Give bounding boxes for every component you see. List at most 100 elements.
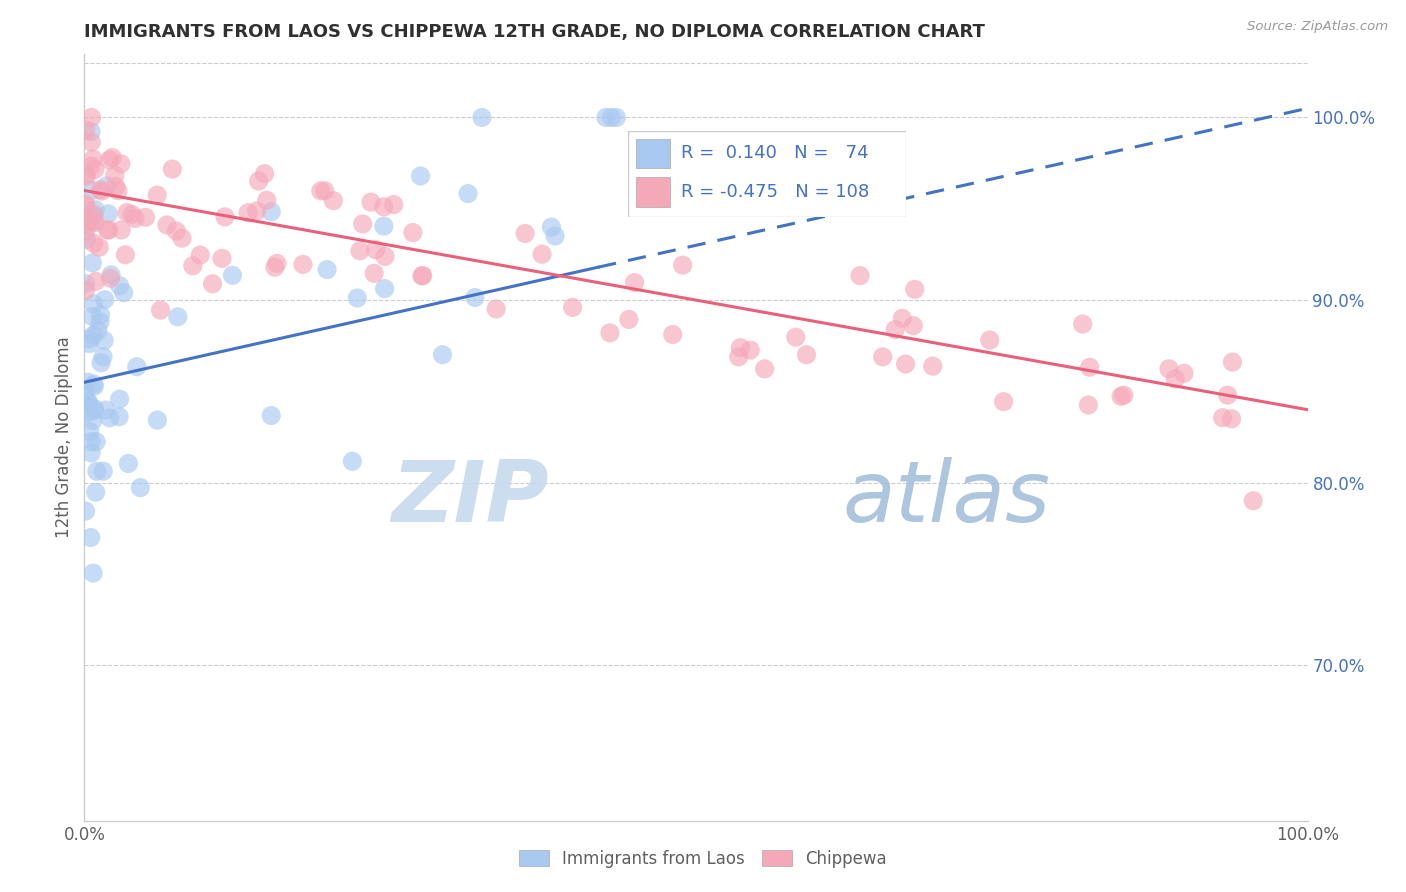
Point	[382, 197, 405, 211]
Point	[342, 454, 364, 468]
Point	[121, 207, 143, 221]
Point	[77, 395, 100, 409]
Point	[595, 111, 617, 125]
Point	[544, 229, 567, 244]
Point	[91, 464, 114, 478]
Point	[75, 398, 97, 412]
Point	[108, 392, 131, 406]
Point	[75, 199, 97, 213]
Text: atlas: atlas	[842, 457, 1050, 540]
Point	[316, 262, 339, 277]
Point	[89, 315, 111, 329]
Point	[84, 202, 107, 217]
Point	[76, 405, 98, 419]
Point	[214, 210, 236, 224]
Point	[891, 311, 914, 326]
Point	[412, 268, 434, 283]
Point	[80, 125, 103, 139]
Point	[156, 218, 179, 232]
Point	[1241, 493, 1264, 508]
Point	[373, 219, 395, 234]
Point	[82, 184, 104, 198]
Point	[360, 195, 382, 210]
Point	[349, 244, 371, 258]
Point	[221, 268, 243, 283]
Point	[471, 111, 494, 125]
Point	[1078, 360, 1101, 375]
Point	[432, 348, 454, 362]
Point	[75, 385, 97, 400]
Point	[77, 394, 100, 409]
Point	[457, 186, 479, 201]
Point	[411, 268, 433, 283]
Point	[100, 271, 122, 285]
Point	[1112, 388, 1135, 402]
Point	[605, 111, 627, 125]
Point	[108, 278, 131, 293]
Point	[79, 336, 101, 351]
Point	[80, 135, 103, 149]
Point	[90, 356, 112, 370]
Point	[97, 207, 120, 221]
Point	[1164, 372, 1187, 386]
Point	[260, 409, 283, 423]
Point	[84, 274, 107, 288]
Point	[1220, 411, 1243, 425]
Point	[101, 151, 124, 165]
Point	[149, 303, 172, 318]
Point	[75, 504, 97, 518]
Point	[346, 291, 368, 305]
Point	[93, 334, 115, 348]
Point	[117, 457, 139, 471]
Point	[90, 308, 112, 322]
Point	[374, 282, 396, 296]
Text: R = -0.475   N = 108: R = -0.475 N = 108	[681, 183, 869, 201]
Point	[94, 403, 117, 417]
Point	[124, 211, 146, 226]
Point	[1212, 410, 1234, 425]
Point	[77, 332, 100, 346]
Point	[75, 277, 97, 291]
Point	[80, 446, 103, 460]
Point	[561, 301, 583, 315]
Point	[91, 350, 114, 364]
Point	[211, 252, 233, 266]
Point	[86, 464, 108, 478]
Point	[98, 153, 121, 167]
Point	[83, 236, 105, 251]
Point	[188, 248, 211, 262]
Point	[314, 184, 336, 198]
Point	[727, 350, 749, 364]
Point	[82, 152, 104, 166]
Point	[374, 249, 396, 263]
Point	[80, 531, 103, 545]
Point	[903, 318, 925, 333]
Point	[114, 248, 136, 262]
Point	[96, 223, 118, 237]
Point	[83, 379, 105, 393]
Point	[531, 247, 554, 261]
Bar	[637, 139, 669, 168]
Point	[322, 194, 344, 208]
Point	[600, 111, 623, 125]
Point	[84, 485, 107, 500]
Point	[849, 268, 872, 283]
Point	[266, 256, 288, 270]
Legend: Immigrants from Laos, Chippewa: Immigrants from Laos, Chippewa	[512, 844, 894, 875]
Point	[75, 169, 97, 184]
Point	[83, 297, 105, 311]
Point	[166, 310, 188, 324]
Point	[104, 169, 127, 183]
Point	[75, 218, 97, 232]
Point	[93, 293, 115, 307]
Point	[599, 326, 621, 340]
Point	[80, 207, 103, 221]
Point	[97, 223, 120, 237]
Point	[291, 257, 314, 271]
Point	[96, 178, 118, 193]
Point	[201, 277, 224, 291]
Point	[1216, 388, 1239, 402]
Point	[75, 232, 97, 246]
Point	[82, 256, 104, 270]
Point	[748, 195, 770, 210]
